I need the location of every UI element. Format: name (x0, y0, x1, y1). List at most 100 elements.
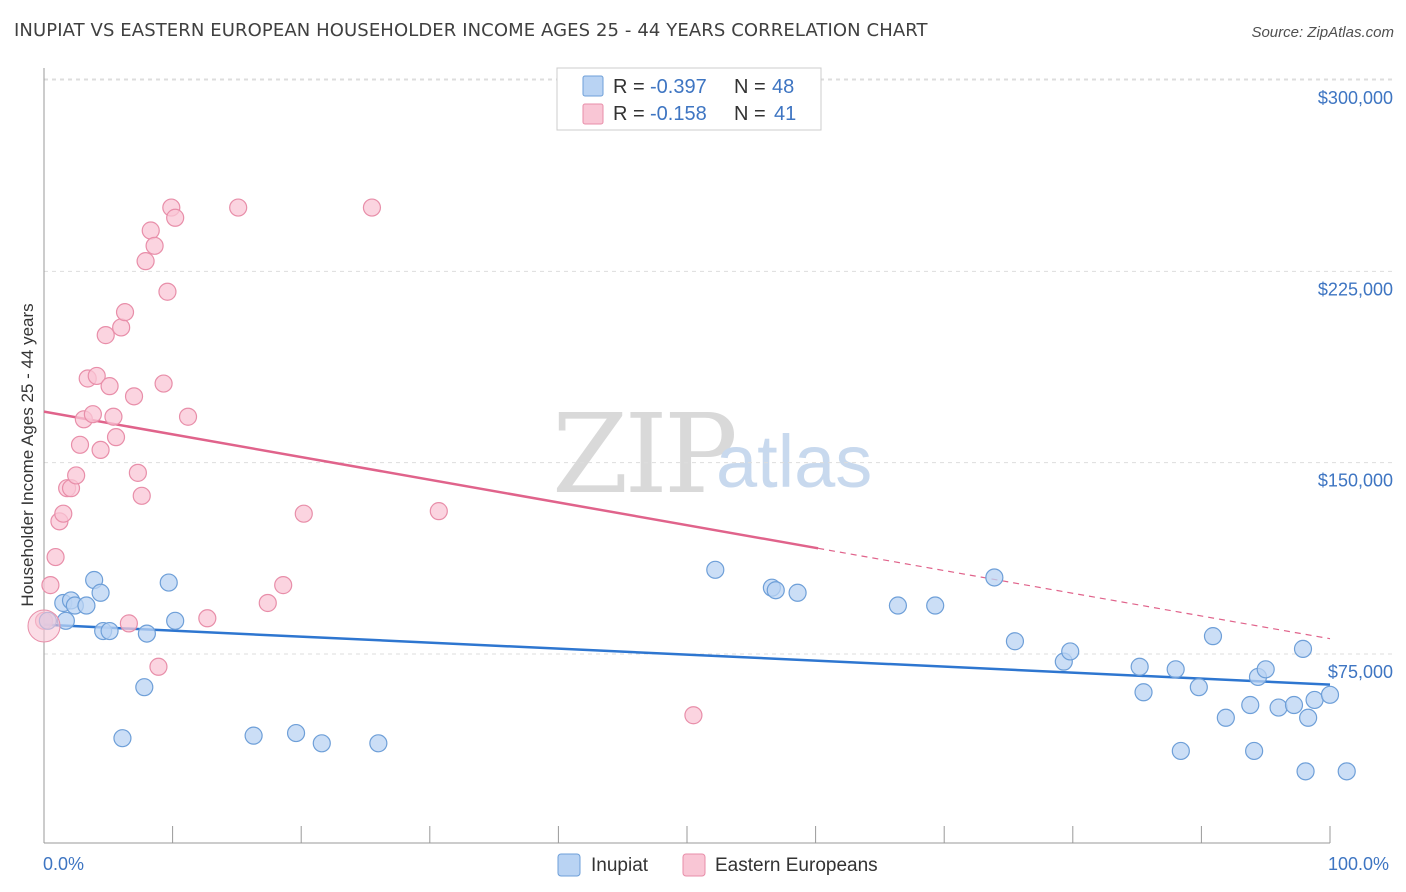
point-inupiat (1203, 627, 1223, 646)
point-eastern-europeans (119, 614, 138, 633)
watermark-zip: ZIP (552, 390, 735, 518)
legend-r-value-inupiat: -0.397 (650, 76, 707, 98)
point-eastern-europeans (166, 208, 185, 227)
point-inupiat (91, 583, 110, 602)
legend-n-label-eastern: N = (734, 103, 766, 125)
point-eastern-europeans (100, 377, 119, 396)
x-tick-label-min: 0.0% (43, 854, 84, 874)
point-eastern-europeans (684, 706, 703, 725)
point-eastern-europeans (149, 657, 168, 676)
watermark: ZIP atlas (552, 390, 872, 518)
point-inupiat (1245, 741, 1264, 761)
trend-lines (43, 410, 1331, 686)
y-tick-label: $75,000 (1328, 662, 1393, 682)
x-tick-label-max: 100.0% (1328, 854, 1389, 874)
point-inupiat (166, 611, 185, 630)
legend-swatch-inupiat (582, 75, 604, 97)
point-inupiat (77, 596, 96, 615)
point-inupiat (100, 621, 119, 641)
point-inupiat (1256, 660, 1275, 679)
point-inupiat (1005, 632, 1025, 651)
point-eastern-europeans (54, 504, 73, 523)
point-eastern-europeans (67, 466, 86, 485)
point-eastern-europeans (294, 504, 313, 523)
point-eastern-europeans (124, 387, 144, 406)
legend-swatch-eastern (582, 103, 604, 125)
point-eastern-europeans (96, 326, 115, 345)
legend-n-value-inupiat: 48 (772, 76, 794, 98)
point-eastern-europeans (362, 198, 382, 217)
point-inupiat (788, 583, 807, 602)
point-inupiat (1293, 639, 1313, 658)
bottom-legend-swatch-eastern (682, 853, 706, 877)
point-eastern-europeans (27, 609, 61, 643)
point-eastern-europeans (112, 318, 131, 337)
bottom-legend: Inupiat Eastern Europeans (557, 853, 878, 877)
point-inupiat (1241, 695, 1260, 715)
point-inupiat (985, 568, 1004, 587)
point-inupiat (766, 581, 785, 600)
bottom-legend-swatch-inupiat (557, 853, 581, 877)
point-eastern-europeans (141, 221, 160, 240)
point-inupiat (369, 734, 388, 753)
point-inupiat (706, 560, 725, 579)
trend-line-eastern (43, 410, 819, 550)
point-inupiat (1189, 678, 1208, 697)
point-inupiat (137, 624, 156, 643)
point-eastern-europeans (178, 407, 198, 426)
legend-r-value-eastern: -0.158 (650, 103, 707, 125)
bottom-legend-label-eastern: Eastern Europeans (715, 855, 878, 876)
legend-r-label-inupiat: R = (613, 76, 645, 98)
bottom-legend-label-inupiat: Inupiat (591, 855, 649, 876)
point-inupiat (926, 596, 945, 615)
point-eastern-europeans (83, 405, 102, 424)
point-eastern-europeans (145, 236, 164, 255)
point-inupiat (1166, 660, 1185, 679)
point-inupiat (286, 723, 306, 743)
point-inupiat (1171, 741, 1190, 761)
point-eastern-europeans (91, 440, 110, 460)
point-inupiat (312, 734, 331, 753)
y-tick-label: $225,000 (1318, 279, 1393, 299)
point-inupiat (244, 726, 263, 745)
y-tick-labels: $75,000 $150,000 $225,000 $300,000 (1318, 88, 1393, 682)
y-tick-label: $300,000 (1318, 88, 1393, 108)
point-inupiat (1296, 762, 1315, 781)
point-eastern-europeans (258, 593, 277, 613)
point-inupiat (135, 678, 154, 697)
point-eastern-europeans (229, 198, 248, 217)
point-inupiat (1284, 695, 1304, 715)
point-eastern-europeans (106, 428, 126, 447)
scatter-points (27, 198, 1356, 781)
point-inupiat (1320, 685, 1340, 704)
source-label: Source: ZipAtlas.com (1251, 24, 1394, 41)
point-eastern-europeans (132, 486, 151, 505)
point-inupiat (113, 729, 132, 748)
legend-box: R = -0.397 N = 48 R = -0.158 N = 41 (556, 67, 822, 131)
point-inupiat (1337, 762, 1356, 781)
point-eastern-europeans (104, 407, 123, 426)
point-inupiat (1134, 683, 1153, 702)
point-inupiat (1305, 690, 1324, 710)
chart-title: INUPIAT VS EASTERN EUROPEAN HOUSEHOLDER … (14, 20, 928, 41)
y-tick-label: $150,000 (1318, 471, 1393, 491)
point-inupiat (1130, 657, 1149, 676)
trend-line-inupiat (43, 623, 1331, 686)
point-inupiat (1216, 708, 1235, 727)
point-inupiat (1269, 698, 1288, 717)
legend-n-label-inupiat: N = (734, 76, 766, 98)
point-eastern-europeans (158, 282, 177, 301)
point-eastern-europeans (46, 547, 65, 567)
point-inupiat (1299, 708, 1318, 727)
point-eastern-europeans (154, 374, 173, 393)
point-eastern-europeans (70, 435, 90, 454)
point-eastern-europeans (429, 502, 448, 521)
legend-r-label-eastern: R = (613, 103, 645, 125)
legend-n-value-eastern: 41 (774, 103, 796, 125)
point-eastern-europeans (115, 303, 135, 322)
point-inupiat (888, 596, 908, 615)
point-eastern-europeans (136, 252, 155, 271)
point-eastern-europeans (198, 609, 217, 628)
point-eastern-europeans (87, 366, 106, 386)
